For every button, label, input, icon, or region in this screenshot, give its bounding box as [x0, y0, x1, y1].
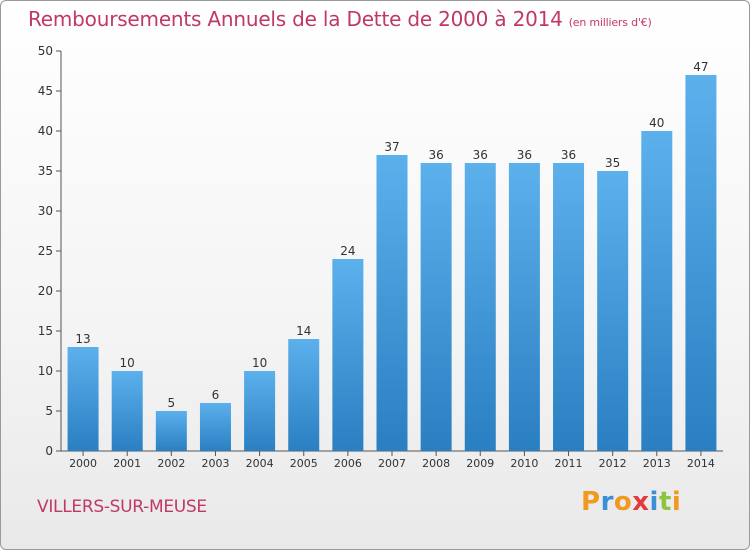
chart-unit-note: (en milliers d'€) — [568, 16, 652, 29]
proxiti-logo: Proxiti — [581, 487, 681, 517]
x-tick-label: 2006 — [334, 457, 362, 470]
x-tick-label: 2009 — [466, 457, 494, 470]
bar — [464, 163, 496, 451]
bar-value-label: 36 — [428, 148, 443, 162]
bar-value-label: 36 — [517, 148, 532, 162]
chart-title: Remboursements Annuels de la Dette de 20… — [28, 7, 652, 31]
bar-value-label: 35 — [605, 156, 620, 170]
bar — [376, 155, 408, 451]
bar — [641, 131, 673, 451]
bar — [597, 171, 629, 451]
bar — [111, 371, 143, 451]
x-tick-label: 2011 — [555, 457, 583, 470]
x-tick-label: 2007 — [378, 457, 406, 470]
y-tick-label: 0 — [45, 444, 53, 458]
y-tick-label: 20 — [38, 284, 53, 298]
bar-value-label: 36 — [473, 148, 488, 162]
x-tick-label: 2014 — [687, 457, 715, 470]
bar-value-label: 37 — [384, 140, 399, 154]
x-tick-label: 2005 — [290, 457, 318, 470]
y-tick-label: 10 — [38, 364, 53, 378]
x-tick-label: 2003 — [201, 457, 229, 470]
bar — [67, 347, 99, 451]
bar-value-label: 6 — [212, 388, 220, 402]
x-tick-label: 2010 — [510, 457, 538, 470]
commune-name: VILLERS-SUR-MEUSE — [37, 497, 207, 517]
y-tick-label: 15 — [38, 324, 53, 338]
bar — [508, 163, 540, 451]
x-tick-label: 2001 — [113, 457, 141, 470]
bar — [199, 403, 231, 451]
y-tick-label: 25 — [38, 244, 53, 258]
x-tick-label: 2000 — [69, 457, 97, 470]
bar-value-label: 47 — [693, 60, 708, 74]
bar — [332, 259, 364, 451]
bar — [288, 339, 320, 451]
x-tick-label: 2008 — [422, 457, 450, 470]
bar — [420, 163, 452, 451]
chart-data-labels: 13 10 5 6 10 14 24 37 36 36 36 36 35 40 47 — [75, 60, 708, 410]
logo-letter: i — [649, 487, 659, 517]
x-tick-label: 2012 — [599, 457, 627, 470]
logo-letter: x — [632, 487, 650, 517]
logo-letter: i — [671, 487, 682, 517]
bar — [244, 371, 276, 451]
chart-axes: 0 5 10 15 20 25 30 35 40 45 50 2000 2001 2002 2003 2004… — [38, 44, 723, 470]
chart-title-text: Remboursements Annuels de la Dette de 20… — [28, 7, 563, 31]
bar-value-label: 10 — [120, 356, 135, 370]
bar-value-label: 13 — [75, 332, 90, 346]
y-tick-label: 40 — [38, 124, 53, 138]
y-tick-label: 30 — [38, 204, 53, 218]
bar — [553, 163, 585, 451]
y-tick-label: 5 — [45, 404, 53, 418]
logo-letter: o — [613, 487, 633, 517]
bar — [685, 75, 717, 451]
x-tick-label: 2002 — [157, 457, 185, 470]
logo-letter: t — [658, 487, 672, 517]
logo-letter: P — [581, 487, 601, 517]
logo-letter: r — [600, 487, 614, 517]
bar-value-label: 40 — [649, 116, 664, 130]
bar-value-label: 36 — [561, 148, 576, 162]
y-tick-label: 35 — [38, 164, 53, 178]
y-tick-label: 50 — [38, 44, 53, 58]
x-tick-label: 2004 — [246, 457, 274, 470]
bar-value-label: 10 — [252, 356, 267, 370]
y-tick-label: 45 — [38, 84, 53, 98]
x-tick-label: 2013 — [643, 457, 671, 470]
bar-value-label: 14 — [296, 324, 311, 338]
chart-bars — [67, 75, 717, 451]
bar-value-label: 5 — [168, 396, 176, 410]
bar — [155, 411, 187, 451]
bar-value-label: 24 — [340, 244, 355, 258]
